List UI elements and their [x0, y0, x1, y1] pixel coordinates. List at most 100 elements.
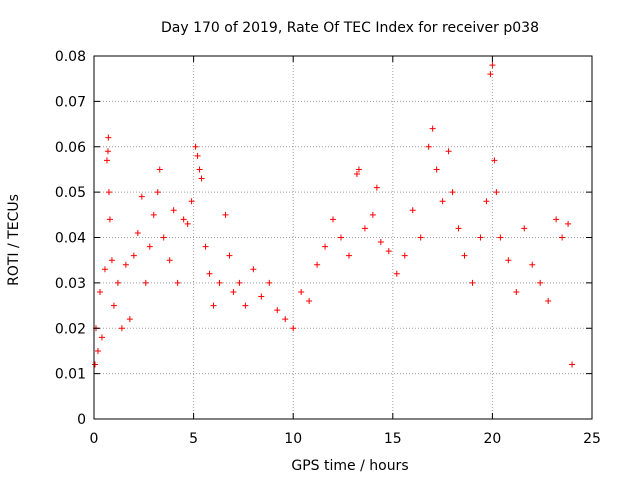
data-point	[497, 234, 504, 241]
data-point	[314, 261, 321, 268]
data-point	[345, 252, 352, 259]
data-point	[134, 229, 141, 236]
axis-ticks-layer: 0 5 10 15 20 25 0 0.01 0.02 0.03 0.04 0.05 0.06 0.07 0…	[55, 49, 601, 447]
x-tick-label: 0	[90, 431, 99, 447]
data-point	[91, 361, 98, 368]
x-tick-label: 20	[483, 431, 501, 447]
data-point	[130, 252, 137, 259]
data-point	[429, 125, 436, 132]
data-point	[188, 198, 195, 205]
data-point	[196, 166, 203, 173]
data-point	[108, 257, 115, 264]
data-point	[385, 248, 392, 255]
x-tick-label: 25	[583, 431, 601, 447]
data-point	[216, 279, 223, 286]
data-point	[521, 225, 528, 232]
data-point	[513, 288, 520, 295]
data-point	[258, 293, 265, 300]
y-tick-label: 0.07	[55, 94, 86, 110]
data-point	[417, 234, 424, 241]
data-point	[184, 220, 191, 227]
data-point	[545, 298, 552, 305]
x-tick-label: 15	[384, 431, 402, 447]
data-point	[505, 257, 512, 264]
y-tick-label: 0.03	[55, 276, 86, 292]
data-point	[146, 243, 153, 250]
data-point	[361, 225, 368, 232]
data-point	[401, 252, 408, 259]
data-points-layer	[91, 62, 576, 368]
data-point	[250, 266, 257, 273]
data-point	[192, 143, 199, 150]
data-point	[322, 243, 329, 250]
data-point	[118, 325, 125, 332]
data-point	[282, 316, 289, 323]
data-point	[353, 170, 360, 177]
data-point	[180, 216, 187, 223]
data-point	[409, 207, 416, 214]
data-point	[174, 279, 181, 286]
data-point	[469, 279, 476, 286]
data-point	[274, 307, 281, 314]
data-point	[230, 288, 237, 295]
y-tick-label: 0.08	[55, 49, 86, 65]
data-point	[166, 257, 173, 264]
x-axis-label: GPS time / hours	[291, 458, 408, 474]
data-point	[194, 152, 201, 159]
data-point	[94, 347, 101, 354]
data-point	[222, 211, 229, 218]
data-point	[206, 270, 213, 277]
data-point	[298, 288, 305, 295]
data-point	[104, 148, 111, 155]
data-point	[138, 193, 145, 200]
data-point	[122, 261, 129, 268]
data-point	[105, 189, 112, 196]
data-point	[236, 279, 243, 286]
data-point	[553, 216, 560, 223]
data-point	[106, 216, 113, 223]
y-tick-label: 0.06	[55, 140, 86, 156]
data-point	[445, 148, 452, 155]
y-tick-label: 0.05	[55, 185, 86, 201]
data-point	[529, 261, 536, 268]
data-point	[433, 166, 440, 173]
y-tick-label: 0.04	[55, 231, 86, 247]
data-point	[101, 266, 108, 273]
y-axis-label: ROTI / TECUs	[6, 194, 22, 286]
data-point	[493, 189, 500, 196]
data-point	[338, 234, 345, 241]
data-point	[198, 175, 205, 182]
data-point	[266, 279, 273, 286]
data-point	[142, 279, 149, 286]
x-tick-label: 5	[189, 431, 198, 447]
data-point	[393, 270, 400, 277]
data-point	[156, 166, 163, 173]
data-point	[477, 234, 484, 241]
data-point	[103, 157, 110, 164]
data-point	[569, 361, 576, 368]
data-point	[487, 71, 494, 78]
data-point	[306, 298, 313, 305]
data-point	[449, 189, 456, 196]
data-point	[154, 189, 161, 196]
data-point	[425, 143, 432, 150]
data-point	[202, 243, 209, 250]
data-point	[373, 184, 380, 191]
data-point	[150, 211, 157, 218]
data-point	[290, 325, 297, 332]
data-point	[377, 239, 384, 246]
data-point	[455, 225, 462, 232]
data-point	[242, 302, 249, 309]
data-point	[96, 288, 103, 295]
chart-title: Day 170 of 2019, Rate Of TEC Index for r…	[161, 20, 539, 36]
data-point	[369, 211, 376, 218]
data-point	[330, 216, 337, 223]
data-point	[210, 302, 217, 309]
data-point	[226, 252, 233, 259]
y-tick-label: 0	[77, 412, 86, 428]
data-point	[537, 279, 544, 286]
x-tick-label: 10	[284, 431, 302, 447]
data-point	[355, 166, 362, 173]
y-tick-label: 0.02	[55, 321, 86, 337]
